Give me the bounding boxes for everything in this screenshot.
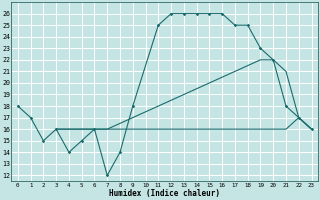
X-axis label: Humidex (Indice chaleur): Humidex (Indice chaleur) [109,189,220,198]
